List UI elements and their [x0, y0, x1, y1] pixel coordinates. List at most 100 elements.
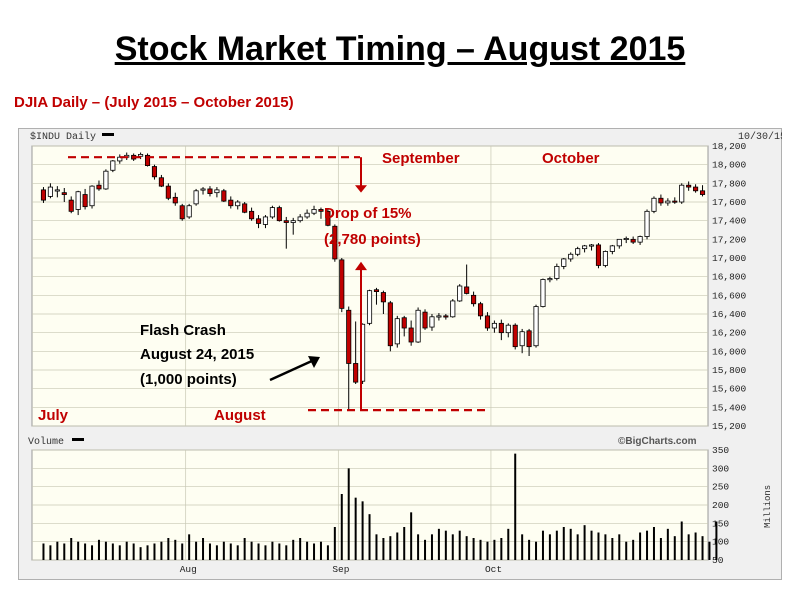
drop-arrow-head-up: [355, 261, 367, 271]
price-tick-label: 15,200: [712, 421, 747, 432]
candle: [588, 244, 595, 247]
candle: [151, 166, 158, 178]
price-tick-label: 16,600: [712, 290, 747, 301]
month-label-august: August: [214, 407, 266, 424]
candle: [47, 186, 53, 197]
flash-crash-arrow-shaft: [269, 358, 315, 382]
candle: [110, 160, 116, 171]
candle: [415, 309, 421, 343]
candle: [54, 189, 60, 192]
candle: [290, 220, 296, 223]
candle: [464, 286, 470, 294]
candle: [547, 278, 553, 281]
candle: [214, 189, 220, 194]
drop-annotation-line2: (2,780 points): [324, 231, 421, 248]
candle: [484, 315, 491, 329]
volume-tick-label: 350: [712, 445, 729, 456]
candle: [221, 190, 227, 202]
candle: [658, 197, 664, 204]
candle: [477, 303, 484, 317]
candle: [595, 244, 602, 266]
candle: [526, 330, 532, 348]
candle: [366, 290, 373, 324]
flash-crash-line1: Flash Crash: [140, 322, 226, 339]
djia-chart: $INDU Daily 10/30/15 18,200 18,000 17,800 1…: [28, 131, 782, 575]
candle: [103, 170, 109, 190]
volume-month-label: Sep: [332, 564, 349, 575]
candle: [117, 156, 123, 162]
candle: [679, 184, 685, 203]
price-tick-label: 17,800: [712, 178, 747, 189]
volume-month-label: Oct: [485, 564, 502, 575]
candle: [450, 300, 456, 318]
candle: [262, 216, 269, 225]
candle: [207, 188, 213, 195]
candle: [630, 238, 636, 243]
candle: [179, 205, 185, 220]
candle: [471, 294, 477, 305]
candle: [457, 285, 463, 302]
candle: [242, 203, 248, 213]
candle: [672, 200, 678, 203]
candle: [408, 327, 414, 343]
candle: [255, 218, 262, 224]
candle: [380, 292, 386, 303]
candle: [61, 192, 67, 195]
volume-panel: Volume ©BigCharts.com Millions 350 300 250…: [28, 436, 773, 575]
candle: [401, 317, 407, 329]
candle: [68, 199, 74, 212]
price-tick-label: 17,000: [712, 253, 747, 264]
candle: [609, 245, 615, 252]
volume-tick-label: 250: [712, 482, 729, 493]
candle: [498, 322, 504, 334]
candle: [373, 289, 380, 293]
candle: [346, 309, 352, 364]
candle: [616, 238, 622, 247]
month-label-july: July: [38, 407, 69, 424]
price-plot-area: [31, 145, 709, 427]
candle: [269, 207, 275, 218]
candle: [186, 205, 192, 218]
candle: [644, 210, 650, 237]
candle: [387, 302, 393, 347]
candle: [40, 189, 47, 201]
candle: [276, 207, 282, 222]
price-panel: $INDU Daily 10/30/15 18,200 18,000 17,800 1…: [30, 131, 782, 432]
candle: [651, 197, 657, 212]
candle: [325, 210, 331, 226]
candle: [228, 199, 234, 207]
price-tick-label: 15,800: [712, 365, 747, 376]
flash-crash-line3: (1,000 points): [140, 371, 237, 388]
candle: [665, 200, 671, 204]
volume-tick-label: 100: [712, 537, 729, 548]
price-tick-label: 16,400: [712, 309, 747, 320]
volume-tick-label: 200: [712, 500, 729, 511]
flash-crash-arrow-head: [308, 356, 320, 368]
watermark: ©BigCharts.com: [618, 436, 697, 447]
candle: [429, 316, 435, 328]
candle: [144, 154, 151, 167]
drop-arrow-head-down: [355, 185, 367, 193]
volume-month-label: Aug: [180, 564, 197, 575]
volume-tick-label: 50: [712, 555, 724, 566]
chart-subtitle: DJIA Daily – (July 2015 – October 2015): [14, 94, 294, 111]
month-label-september: September: [382, 150, 460, 167]
candle: [165, 185, 171, 199]
candle: [575, 248, 581, 255]
candle: [96, 184, 102, 190]
price-tick-label: 18,200: [712, 141, 747, 152]
header-symbol: $INDU Daily: [30, 131, 96, 143]
candle: [89, 185, 95, 207]
candle: [158, 177, 164, 187]
candle: [533, 306, 539, 347]
candle: [249, 210, 255, 220]
candle: [623, 238, 629, 241]
price-tick-label: 15,400: [712, 402, 747, 413]
price-tick-label: 15,600: [712, 384, 747, 395]
price-tick-label: 17,400: [712, 216, 747, 227]
volume-tick-label: 150: [712, 518, 729, 529]
candle: [193, 190, 199, 205]
price-tick-label: 16,800: [712, 272, 747, 283]
price-tick-label: 18,000: [712, 160, 747, 171]
candle: [540, 279, 546, 307]
